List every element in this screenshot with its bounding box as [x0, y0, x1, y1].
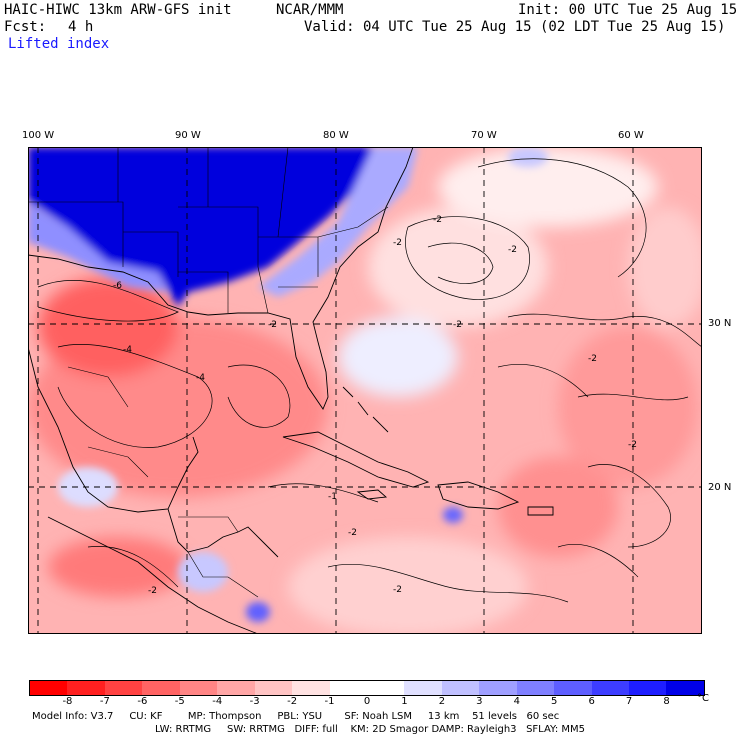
contour-label: -2: [393, 238, 402, 248]
colorbar-tick-label: 2: [438, 696, 446, 707]
hispaniola-coast: [437, 481, 520, 510]
contour-label: -2: [508, 245, 517, 255]
pale-region: [288, 537, 528, 634]
warm-region: [38, 277, 178, 377]
colorbar-swatch: [329, 681, 367, 695]
warm-region: [48, 537, 188, 597]
colorbar-tick-label: -5: [174, 696, 185, 707]
contour-label: -2: [268, 320, 277, 330]
stable-air-edge: [258, 147, 418, 297]
colorbar-tick-label: 1: [401, 696, 408, 707]
colorbar-tick-label: -1: [324, 696, 335, 707]
org-label: NCAR/MMM: [276, 2, 344, 18]
lon-label: 90 W: [175, 130, 201, 141]
colorbar-swatch: [666, 681, 704, 695]
colorbar-swatch: [292, 681, 330, 695]
mexico-coast: [28, 346, 199, 513]
colorbar-tick-label: 3: [476, 696, 483, 707]
contour-label: -4: [196, 373, 205, 383]
neutral-patch: [508, 147, 548, 167]
forecast-label: Fcst:: [4, 19, 47, 35]
colorbar-unit: °C: [697, 693, 709, 704]
colorbar-swatch: [104, 681, 143, 695]
colorbar-tick-label: 5: [551, 696, 558, 707]
map-frame: [28, 147, 702, 634]
colorbar-swatch: [67, 681, 105, 695]
colorbar-swatch: [554, 681, 592, 695]
colorbar-tick-label: -3: [249, 696, 260, 707]
bahamas-coast: [342, 386, 389, 433]
colorbar-tick-label: 0: [363, 696, 371, 707]
contour-label: -1: [328, 492, 337, 502]
lat-label: 20 N: [708, 482, 732, 493]
colorbar-swatch: [254, 681, 293, 695]
stable-air-edge: [28, 202, 168, 292]
jamaica-coast: [356, 489, 388, 500]
state-borders: [28, 147, 389, 598]
colorbar-tick-label: -2: [287, 696, 298, 707]
lon-label: 80 W: [323, 130, 349, 141]
colorbar-swatch: [516, 681, 555, 695]
colorbar-tick-label: 8: [663, 696, 670, 707]
colorbar-tick-label: 4: [513, 696, 520, 707]
colorbar-tick-label: -6: [137, 696, 148, 707]
central-america-coast: [47, 516, 259, 634]
warm-region: [498, 457, 618, 557]
colorbar-tick-label: -4: [212, 696, 223, 707]
colorbar-swatch: [30, 681, 68, 695]
colorbar-swatch: [404, 681, 442, 695]
contour-label: -4: [123, 345, 132, 355]
contour-label: -2: [393, 585, 402, 595]
neutral-patch: [178, 552, 228, 592]
colorbar-tick-label: -7: [99, 696, 110, 707]
neutral-band: [338, 317, 458, 397]
colorbar-swatch: [366, 681, 405, 695]
graticule: [28, 147, 702, 634]
cool-band-atlantic: [368, 207, 548, 327]
neutral-patch: [246, 602, 270, 622]
model-info-line2: LW: RRTMG SW: RRTMG DIFF: full KM: 2D Sm…: [155, 724, 585, 735]
neutral-patch: [443, 507, 463, 523]
colorbar-tick-label: 7: [625, 696, 633, 707]
contour-label: -2: [433, 215, 442, 225]
colorbar-swatch: [629, 681, 667, 695]
contour-label: -2: [453, 320, 462, 330]
contour-label: -2: [348, 528, 357, 538]
lon-label: 60 W: [618, 130, 644, 141]
us-gulf-coast: [28, 147, 414, 410]
lat-label: 30 N: [708, 318, 732, 329]
contour-labels: -6 -4 -2 -2 -2 -2 -2 -2 -1 -2 -2 -4 -2 -…: [113, 215, 637, 596]
stable-air-region: [28, 147, 373, 307]
lon-label: 100 W: [22, 130, 55, 141]
colorbar-swatch: [479, 681, 517, 695]
contour-label: -2: [148, 586, 157, 596]
init-time: Init: 00 UTC Tue 25 Aug 15: [518, 2, 738, 18]
colorbar-swatch: [591, 681, 629, 695]
colorbar: [29, 680, 705, 696]
colorbar-swatch: [179, 681, 218, 695]
cool-band-atlantic: [438, 147, 658, 227]
colorbar-swatch: [217, 681, 255, 695]
colorbar-tick-label: 6: [588, 696, 595, 707]
colorbar-tick-label: -8: [62, 696, 73, 707]
forecast-hour: 4 h: [68, 19, 94, 35]
colorbar-swatch: [441, 681, 480, 695]
contour-label: -6: [113, 281, 122, 291]
contour-label: -2: [628, 440, 637, 450]
coastlines: [28, 147, 554, 634]
puerto-rico-coast: [527, 506, 554, 516]
field-name: Lifted index: [8, 36, 110, 52]
pale-region: [628, 207, 702, 327]
lon-label: 70 W: [471, 130, 497, 141]
lifted-index-map: -6 -4 -2 -2 -2 -2 -2 -2 -1 -2 -2 -4 -2 -…: [28, 147, 702, 634]
yucatan-coast: [167, 508, 279, 558]
model-info-line1: Model Info: V3.7 CU: KF MP: Thompson PBL…: [32, 711, 560, 722]
model-title: HAIC-HIWC 13km ARW-GFS init: [4, 2, 232, 18]
colorbar-swatch: [142, 681, 180, 695]
contour-label: -2: [588, 354, 597, 364]
warm-region: [558, 327, 698, 487]
valid-time: Valid: 04 UTC Tue 25 Aug 15 (02 LDT Tue …: [304, 19, 726, 35]
